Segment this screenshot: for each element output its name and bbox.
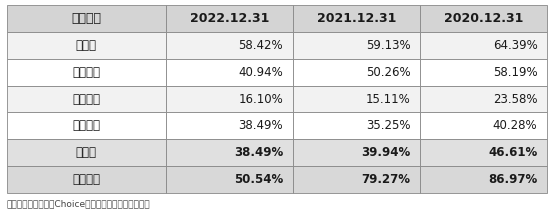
Text: 2020.12.31: 2020.12.31 [444, 12, 524, 25]
Text: 86.97%: 86.97% [488, 173, 537, 186]
Text: 59.13%: 59.13% [366, 39, 411, 52]
Text: 2022.12.31: 2022.12.31 [190, 12, 269, 25]
Text: 16.10%: 16.10% [239, 93, 283, 106]
Text: 38.49%: 38.49% [234, 146, 283, 159]
Text: 东阳光: 东阳光 [76, 39, 97, 52]
Text: 50.54%: 50.54% [234, 173, 283, 186]
Bar [166, 113, 293, 139]
Bar [293, 139, 420, 166]
Text: 39.94%: 39.94% [361, 146, 411, 159]
Bar [166, 5, 293, 32]
Text: 35.25%: 35.25% [366, 119, 411, 132]
Text: 15.11%: 15.11% [366, 93, 411, 106]
Text: 40.94%: 40.94% [239, 66, 283, 79]
Text: 79.27%: 79.27% [361, 173, 411, 186]
Text: 23.58%: 23.58% [493, 93, 537, 106]
Text: 数据来源：东方财富Choice数据，国容股份招股说明书: 数据来源：东方财富Choice数据，国容股份招股说明书 [7, 199, 150, 208]
Text: 新疆众和: 新疆众和 [73, 66, 100, 79]
Text: 财务指标: 财务指标 [71, 12, 101, 25]
Text: 40.28%: 40.28% [493, 119, 537, 132]
Bar [293, 113, 420, 139]
Bar [166, 86, 293, 113]
Bar [166, 166, 293, 193]
Bar [7, 5, 166, 32]
Bar [420, 86, 547, 113]
Bar [7, 166, 166, 193]
Bar [420, 139, 547, 166]
Bar [7, 32, 166, 59]
Bar [166, 59, 293, 86]
Text: 海星股份: 海星股份 [73, 93, 100, 106]
Text: 国容股份: 国容股份 [73, 173, 100, 186]
Bar [166, 32, 293, 59]
Bar [293, 5, 420, 32]
Bar [7, 139, 166, 166]
Text: 华锋股份: 华锋股份 [73, 119, 100, 132]
Text: 2021.12.31: 2021.12.31 [317, 12, 397, 25]
Bar [420, 32, 547, 59]
Bar [420, 113, 547, 139]
Bar [7, 59, 166, 86]
Text: 46.61%: 46.61% [488, 146, 537, 159]
Bar [293, 86, 420, 113]
Text: 58.42%: 58.42% [239, 39, 283, 52]
Bar [7, 113, 166, 139]
Text: 58.19%: 58.19% [493, 66, 537, 79]
Bar [7, 86, 166, 113]
Bar [293, 166, 420, 193]
Text: 64.39%: 64.39% [493, 39, 537, 52]
Text: 50.26%: 50.26% [366, 66, 411, 79]
Bar [420, 5, 547, 32]
Text: 38.49%: 38.49% [239, 119, 283, 132]
Bar [293, 32, 420, 59]
Bar [166, 139, 293, 166]
Bar [420, 59, 547, 86]
Text: 平均值: 平均值 [76, 146, 97, 159]
Bar [293, 59, 420, 86]
Bar [420, 166, 547, 193]
